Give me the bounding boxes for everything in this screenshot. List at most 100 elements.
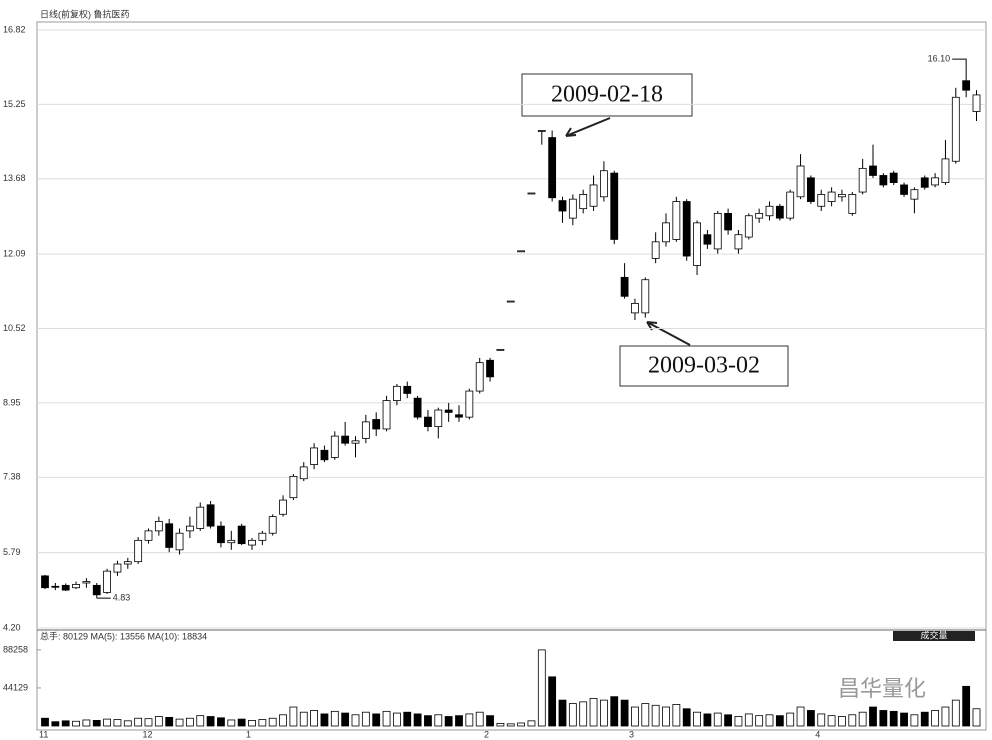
- x-tick-label: 12: [143, 729, 153, 739]
- volume-bar: [403, 711, 412, 727]
- candle-body: [589, 184, 598, 207]
- candle-body: [103, 570, 111, 593]
- candle-body: [920, 177, 929, 188]
- volume-bar: [693, 711, 701, 727]
- frame: [36, 21, 987, 731]
- volume-bar: [568, 703, 577, 727]
- volume-bar: [631, 706, 639, 727]
- annotation-arrow: [565, 117, 611, 137]
- volume-bar: [82, 719, 91, 727]
- candle-body: [237, 525, 246, 545]
- x-tick-label: 11: [39, 729, 48, 739]
- candle-body: [413, 397, 422, 418]
- candle-body: [217, 525, 225, 544]
- candle-body: [123, 561, 132, 565]
- watermark: 昌华量化: [838, 676, 926, 701]
- candle-body: [786, 191, 795, 219]
- volume-bar: [196, 715, 205, 727]
- volume-bar: [858, 711, 867, 727]
- candle-body: [807, 177, 815, 202]
- volume-bar: [413, 713, 422, 727]
- candle-body: [827, 191, 836, 202]
- candle-body: [713, 212, 722, 250]
- y-tick-label: 16.82: [3, 24, 26, 34]
- volume-button-label[interactable]: 成交量: [920, 629, 947, 640]
- volume-bar: [951, 699, 960, 727]
- volume-bar: [465, 713, 474, 727]
- volume-bar: [330, 710, 339, 727]
- volume-bar: [817, 713, 826, 727]
- volume-button[interactable]: [893, 631, 975, 641]
- candle-body: [900, 184, 908, 195]
- candle-body: [620, 276, 629, 297]
- volume-bar: [506, 723, 515, 727]
- volume-bar: [165, 716, 174, 727]
- candle-body: [527, 192, 536, 195]
- volume-bar: [289, 706, 298, 727]
- candle-body: [931, 177, 939, 186]
- candle-body: [506, 300, 515, 303]
- candle-body: [144, 530, 153, 541]
- volume-bar: [361, 711, 370, 727]
- candle-body: [548, 137, 557, 199]
- candle-body: [755, 212, 764, 219]
- candle-body: [869, 165, 877, 176]
- volume-bar: [651, 704, 660, 727]
- candle-body: [879, 175, 888, 186]
- candle-body: [610, 172, 619, 240]
- volume-bar: [920, 711, 929, 727]
- volume-bar: [620, 699, 629, 727]
- candle-body: [434, 409, 443, 428]
- candle-body: [227, 539, 236, 544]
- annotation: 2009-02-18: [551, 82, 663, 108]
- volume-bar: [496, 723, 505, 727]
- candle-body: [568, 198, 577, 219]
- candle-body: [341, 435, 350, 444]
- candle-body: [682, 201, 691, 257]
- candle-body: [330, 435, 339, 458]
- volume-bar: [113, 719, 122, 727]
- candle-body: [858, 167, 867, 193]
- volume-bar: [227, 719, 236, 727]
- volume-bar: [382, 710, 391, 727]
- candle-body: [558, 200, 567, 212]
- volume-bar: [248, 719, 256, 727]
- annotation-box: [619, 345, 789, 387]
- candle-body: [72, 584, 80, 589]
- candle-body: [817, 194, 826, 207]
- y-tick-label: 8.95: [3, 397, 21, 407]
- volume-bar: [827, 715, 836, 727]
- candle-body: [258, 532, 267, 541]
- candle-body: [724, 212, 732, 231]
- y-tick-label: 5.79: [3, 547, 21, 557]
- volume-bar: [475, 711, 484, 727]
- volume-bar: [61, 720, 70, 727]
- candle-body: [486, 359, 494, 378]
- candle-body: [279, 499, 287, 515]
- y-tick-label: 7.38: [3, 472, 21, 482]
- candle-body: [600, 170, 608, 198]
- volume-bar: [807, 710, 815, 727]
- volume-bar: [724, 714, 732, 727]
- volume-bar: [734, 716, 743, 727]
- volume-bar: [434, 714, 443, 727]
- candle-body: [268, 516, 277, 534]
- candle-body: [941, 158, 950, 183]
- volume-bar: [341, 712, 350, 727]
- candle-body: [579, 194, 588, 210]
- volume-bar: [72, 720, 80, 727]
- candle-body: [41, 575, 49, 589]
- candle-body: [175, 532, 184, 551]
- candle-body: [444, 409, 453, 413]
- candle-body: [734, 234, 743, 250]
- candle-body: [517, 250, 525, 253]
- volume-bar: [765, 714, 774, 727]
- candle-body: [113, 563, 122, 573]
- volume-tick-label: 88258: [3, 644, 28, 654]
- x-tick-label: 4: [815, 729, 820, 739]
- candle-body: [775, 205, 784, 219]
- candle-body: [92, 584, 101, 596]
- candle-body: [951, 96, 960, 162]
- volume-bar: [941, 706, 950, 727]
- volume-bar: [51, 721, 60, 727]
